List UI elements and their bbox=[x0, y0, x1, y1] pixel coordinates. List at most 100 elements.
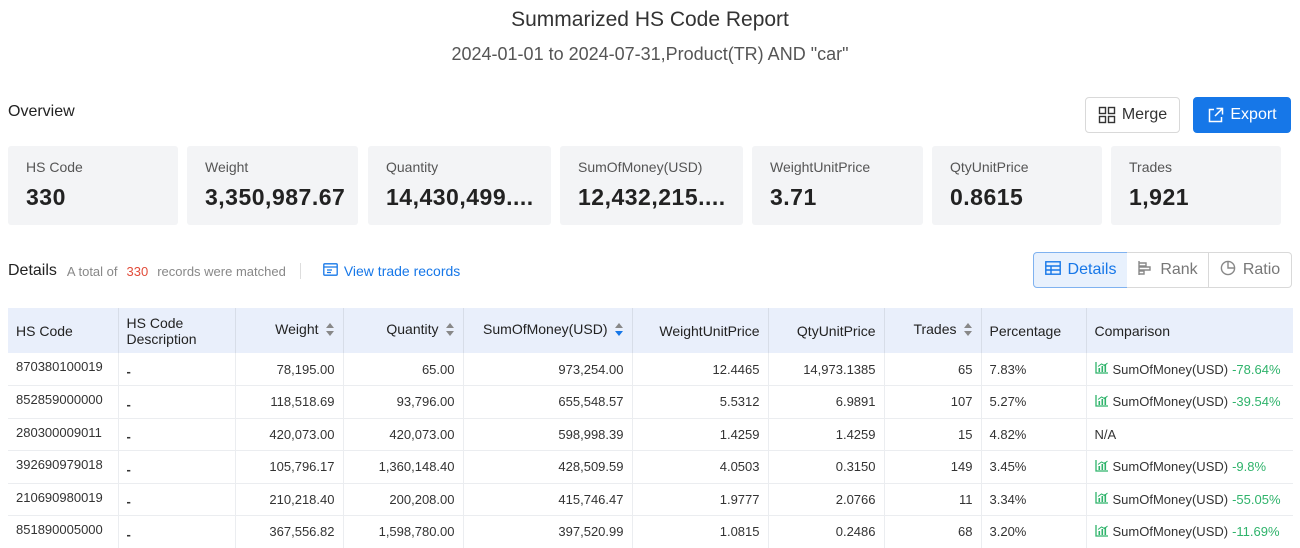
card-label: Quantity bbox=[386, 159, 439, 175]
details-bar: Details A total of 330 records were matc… bbox=[8, 260, 460, 282]
card-label: WeightUnitPrice bbox=[770, 159, 871, 175]
weight-unit-price-cell: 12.4465 bbox=[632, 353, 769, 386]
quantity-cell: 420,073.00 bbox=[343, 418, 464, 451]
table-icon bbox=[1044, 260, 1061, 280]
weight-unit-price-cell: 1.0815 bbox=[632, 515, 769, 548]
weight-unit-price-cell: 4.0503 bbox=[632, 450, 769, 483]
summary-card-quantity: Quantity 14,430,499.... bbox=[368, 146, 551, 225]
sort-icon[interactable] bbox=[445, 322, 455, 340]
qty-unit-price-cell: 14,973.1385 bbox=[768, 353, 885, 386]
comparison-label: SumOfMoney(USD) bbox=[1112, 459, 1229, 475]
card-value: 330 bbox=[26, 184, 66, 210]
view-toggle-ratio[interactable]: Ratio bbox=[1209, 252, 1292, 288]
view-trade-records-link[interactable]: View trade records bbox=[322, 263, 461, 279]
trend-chart-icon[interactable] bbox=[1094, 361, 1109, 377]
hs-code-cell: 870380100019 bbox=[8, 353, 119, 386]
comparison-cell: SumOfMoney(USD) -9.8% bbox=[1086, 451, 1293, 484]
comparison-cell: SumOfMoney(USD) -55.05% bbox=[1086, 483, 1293, 516]
table-row[interactable]: 392690979018-105,796.17 1,360,148.40 428,5… bbox=[8, 450, 1293, 484]
table-row[interactable]: 852859000000-118,518.69 93,796.00 655,548.… bbox=[8, 385, 1293, 419]
hs-code-cell: 392690979018 bbox=[8, 450, 119, 483]
trend-chart-icon[interactable] bbox=[1094, 524, 1109, 540]
sort-icon[interactable] bbox=[325, 322, 335, 340]
description-cell: - bbox=[118, 515, 236, 548]
export-button[interactable]: Export bbox=[1193, 97, 1291, 133]
weight-cell: 210,218.40 bbox=[235, 483, 344, 516]
comparison-label: SumOfMoney(USD) bbox=[1112, 524, 1229, 540]
total-prefix: A total of bbox=[66, 263, 118, 279]
table-row[interactable]: 851890005000-367,556.82 1,598,780.00 397,5… bbox=[8, 515, 1293, 548]
view-toggle-rank[interactable]: Rank bbox=[1127, 252, 1209, 288]
card-value: 3.71 bbox=[770, 184, 817, 210]
qty-unit-price-cell: 0.2486 bbox=[768, 515, 885, 548]
trades-cell: 107 bbox=[884, 385, 982, 418]
table-header-row: HS Code HS Code Description Weight Quant… bbox=[8, 308, 1293, 353]
description-cell: - bbox=[118, 353, 236, 386]
sum-of-money-cell: 415,746.47 bbox=[463, 483, 633, 516]
summary-card-trades: Trades 1,921 bbox=[1111, 146, 1281, 225]
view-toggle-details-label: Details bbox=[1067, 261, 1117, 278]
card-value: 1,921 bbox=[1129, 184, 1190, 210]
report-subtitle: 2024-01-01 to 2024-07-31,Product(TR) AND… bbox=[451, 44, 849, 64]
comparison-change: -11.69% bbox=[1232, 524, 1280, 540]
comparison-cell: SumOfMoney(USD) -39.54% bbox=[1086, 386, 1293, 419]
export-label: Export bbox=[1230, 106, 1277, 123]
sum-of-money-cell: 428,509.59 bbox=[463, 450, 633, 483]
rank-icon bbox=[1137, 260, 1153, 281]
comparison-change: -78.64% bbox=[1232, 361, 1281, 377]
comparison-change: -55.05% bbox=[1232, 491, 1281, 507]
weight-cell: 105,796.17 bbox=[235, 450, 344, 483]
description-cell: - bbox=[118, 385, 236, 418]
table-row[interactable]: 280300009011-420,073.00 420,073.00 598,998… bbox=[8, 418, 1293, 451]
quantity-cell: 1,598,780.00 bbox=[343, 515, 464, 548]
card-value: 12,432,215.... bbox=[578, 184, 726, 210]
col-header-trades[interactable]: Trades bbox=[884, 308, 982, 353]
trades-cell: 68 bbox=[884, 515, 982, 548]
table-row[interactable]: 210690980019-210,218.40 200,208.00 415,746… bbox=[8, 483, 1293, 516]
view-toggle-details[interactable]: Details bbox=[1033, 252, 1128, 288]
comparison-change: -9.8% bbox=[1232, 459, 1267, 475]
percentage-cell: 3.20% bbox=[981, 515, 1087, 548]
records-icon bbox=[322, 263, 338, 279]
col-header-weight[interactable]: Weight bbox=[235, 308, 344, 353]
divider bbox=[299, 263, 301, 279]
quantity-cell: 93,796.00 bbox=[343, 385, 464, 418]
summary-card-weight: Weight 3,350,987.67 bbox=[187, 146, 358, 225]
sort-icon[interactable] bbox=[614, 322, 624, 340]
view-toggle-ratio-label: Ratio bbox=[1242, 261, 1281, 278]
col-header-sum-of-money-label: SumOfMoney(USD) bbox=[483, 321, 608, 338]
comparison-cell: SumOfMoney(USD) -11.69% bbox=[1086, 516, 1293, 548]
sum-of-money-cell: 598,998.39 bbox=[463, 418, 633, 451]
weight-cell: 420,073.00 bbox=[235, 418, 344, 451]
total-count: 330 bbox=[126, 263, 149, 279]
table-row[interactable]: 870380100019-78,195.00 65.00 973,254.00 12.… bbox=[8, 353, 1293, 386]
trend-chart-icon[interactable] bbox=[1094, 491, 1109, 507]
col-header-percentage: Percentage bbox=[981, 308, 1087, 353]
quantity-cell: 200,208.00 bbox=[343, 483, 464, 516]
percentage-cell: 4.82% bbox=[981, 418, 1087, 451]
col-header-qty-unit-price: QtyUnitPrice bbox=[768, 308, 885, 353]
merge-label: Merge bbox=[1121, 106, 1168, 123]
trend-chart-icon[interactable] bbox=[1094, 394, 1109, 410]
col-header-hs-code: HS Code bbox=[8, 308, 119, 353]
hs-code-cell: 851890005000 bbox=[8, 515, 119, 548]
col-header-quantity[interactable]: Quantity bbox=[343, 308, 464, 353]
pie-chart-icon bbox=[1220, 260, 1236, 281]
description-cell: - bbox=[118, 450, 236, 483]
col-header-weight-label: Weight bbox=[275, 321, 319, 338]
qty-unit-price-cell: 6.9891 bbox=[768, 385, 885, 418]
comparison-cell: SumOfMoney(USD) -78.64% bbox=[1086, 353, 1293, 386]
merge-button[interactable]: Merge bbox=[1085, 97, 1180, 133]
card-label: HS Code bbox=[26, 159, 83, 175]
description-cell: - bbox=[118, 418, 236, 451]
comparison-label: SumOfMoney(USD) bbox=[1112, 394, 1229, 410]
summary-card-sum-of-money: SumOfMoney(USD) 12,432,215.... bbox=[560, 146, 743, 225]
sum-of-money-cell: 973,254.00 bbox=[463, 353, 633, 386]
sort-icon[interactable] bbox=[963, 322, 973, 340]
hs-code-cell: 280300009011 bbox=[8, 418, 119, 451]
trades-cell: 149 bbox=[884, 450, 982, 483]
weight-unit-price-cell: 5.5312 bbox=[632, 385, 769, 418]
trend-chart-icon[interactable] bbox=[1094, 459, 1109, 475]
col-header-sum-of-money[interactable]: SumOfMoney(USD) bbox=[463, 308, 633, 353]
view-trade-records-label: View trade records bbox=[343, 263, 461, 279]
